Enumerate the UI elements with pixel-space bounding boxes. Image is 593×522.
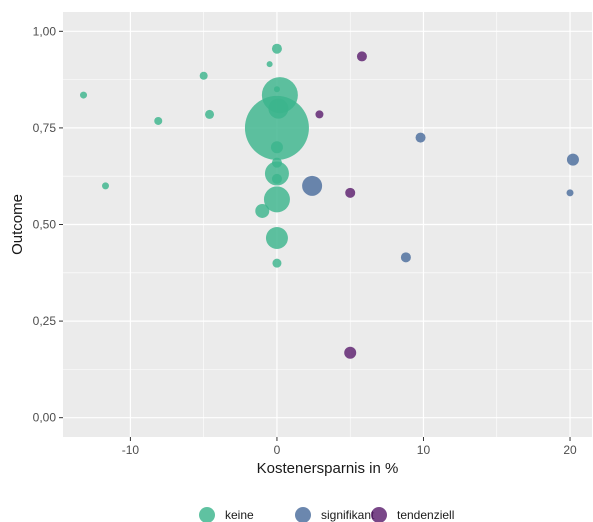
data-points [80,43,579,359]
legend-key-keine [199,507,215,522]
data-point-keine [255,203,270,218]
data-point-tendenziell [345,187,356,198]
data-point-tendenziell [356,51,367,62]
data-point-signifikant [400,252,411,263]
data-point-keine [271,173,282,184]
x-tick-labels: -10 0 10 20 [122,437,577,457]
x-axis-title: Kostenersparnis in % [257,460,399,477]
legend-key-signifikant [295,507,311,522]
data-point-keine [264,161,289,186]
data-point-keine [263,186,290,213]
data-point-tendenziell [344,346,357,359]
data-point-keine [270,141,283,154]
y-tick-label: 0,50 [33,218,57,232]
legend-label-tendenziell: tendenziell [397,508,454,522]
data-point-signifikant [415,132,426,143]
y-tick-label: 1,00 [33,24,57,38]
x-tick-label: 10 [417,443,431,457]
data-point-keine [271,43,282,54]
x-tick-label: 20 [563,443,577,457]
data-point-keine [244,95,309,160]
legend-label-signifikant: signifikant [321,508,375,522]
legend-label-keine: keine [225,508,254,522]
x-tick-label: -10 [122,443,140,457]
y-tick-label: 0,75 [33,121,57,135]
y-axis-title: Outcome [9,194,26,255]
data-point-keine [205,109,215,119]
legend-key-tendenziell [371,507,387,522]
data-point-keine [199,71,208,80]
legend: keine signifikant tendenziell [199,507,454,522]
data-point-keine [154,116,163,125]
data-point-keine [265,227,288,250]
data-point-keine [80,91,88,99]
data-point-keine [272,258,282,268]
y-tick-label: 0,00 [33,411,57,425]
data-point-tendenziell [315,110,324,119]
data-point-keine [273,86,280,93]
x-tick-label: 0 [274,443,281,457]
y-tick-label: 0,25 [33,314,57,328]
data-point-keine [268,98,289,119]
data-point-signifikant [302,175,323,196]
data-point-signifikant [566,153,579,166]
data-point-keine [266,61,273,68]
data-point-signifikant [566,189,574,197]
y-tick-labels: 0,00 0,25 0,50 0,75 1,00 [33,24,63,425]
data-point-keine [101,182,109,190]
